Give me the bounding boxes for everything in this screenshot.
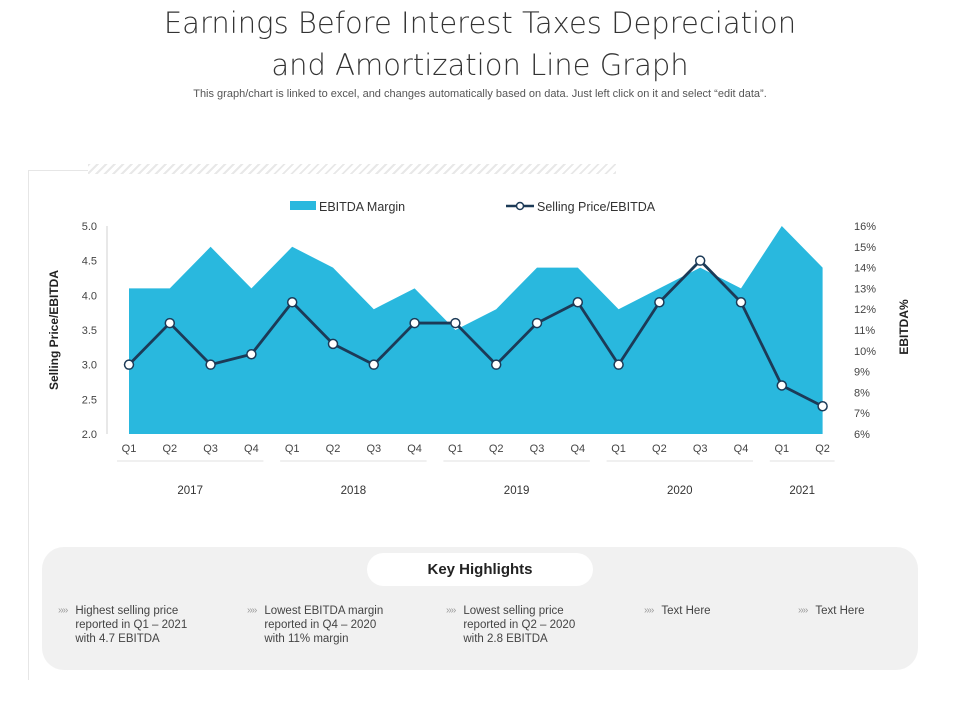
highlight-item-2: ›››› Lowest EBITDA margin reported in Q4… [247, 604, 394, 646]
selling-price-point [490, 359, 502, 370]
x-tick-quarter: Q1 [611, 443, 626, 455]
x-tick-quarter: Q1 [122, 443, 137, 455]
selling-price-point [735, 297, 747, 308]
selling-price-point [368, 359, 380, 370]
labels-layer: 2.0 2.5 3.0 3.5 4.0 4.5 5.0 6% 7% 8% 9% 10% 11% 12% 13… [47, 221, 911, 497]
x-tick-quarter: Q3 [203, 443, 218, 455]
selling-price-point [613, 359, 624, 370]
y-axis-right-title: EBITDA% [897, 299, 911, 355]
y-tick-right: 11% [854, 325, 875, 337]
highlight-text: Lowest selling price reported in Q2 – 20… [463, 605, 576, 645]
highlight-text: Text Here [661, 605, 711, 617]
x-tick-quarter: Q3 [530, 443, 545, 455]
x-tick-quarter: Q2 [162, 443, 177, 455]
selling-price-point [164, 317, 176, 329]
highlight-item-1: ›››› Highest selling price reported in Q… [58, 604, 205, 646]
title-line-2: and Amortization Line Graph [271, 48, 689, 82]
x-tick-quarter: Q3 [366, 443, 381, 455]
ebitda-chart: EBITDA Margin Selling Price/EBITDA 2.02.… [47, 200, 911, 497]
decorative-hatch-band [88, 164, 616, 174]
x-tick-quarter: Q2 [489, 443, 504, 455]
x-tick-quarter: Q2 [652, 443, 667, 455]
selling-price-point [654, 297, 665, 308]
x-tick-year: 2017 [177, 485, 203, 497]
legend-label-line: Selling Price/EBITDA [537, 200, 656, 214]
y-tick-left: 2.5 [82, 394, 97, 406]
x-tick-quarter: Q1 [774, 443, 789, 455]
y-tick-right: 9% [854, 367, 870, 379]
y-tick-right: 15% [854, 242, 876, 254]
chart-legend: EBITDA Margin Selling Price/EBITDA [290, 200, 656, 214]
page-title: Earnings Before Interest Taxes Depreciat… [0, 2, 960, 86]
selling-price-point [409, 317, 420, 329]
y-tick-left: 4.0 [82, 290, 97, 302]
y-tick-right: 14% [854, 263, 876, 275]
selling-price-point [286, 297, 298, 308]
selling-price-point [205, 359, 216, 370]
highlight-text: Lowest EBITDA margin reported in Q4 – 20… [264, 605, 384, 645]
y-tick-left: 4.5 [82, 256, 97, 268]
selling-price-line [128, 259, 824, 408]
selling-price-point [246, 349, 257, 360]
line-layer [123, 255, 828, 412]
selling-price-point [572, 297, 584, 308]
x-tick-quarter: Q2 [326, 443, 341, 455]
chevrons-icon: ›››› [798, 605, 808, 616]
y-tick-right: 12% [854, 304, 876, 316]
selling-price-point [817, 401, 828, 412]
y-tick-left: 3.5 [82, 325, 97, 337]
y-axis-left-title: Selling Price/EBITDA [47, 270, 61, 390]
key-highlights-heading: Key Highlights [367, 553, 593, 586]
y-tick-left: 2.0 [82, 429, 97, 441]
legend-swatch-area [290, 201, 316, 210]
title-line-1: Earnings Before Interest Taxes Depreciat… [163, 6, 797, 40]
y-tick-left: 5.0 [82, 221, 97, 233]
x-tick-year: 2019 [504, 485, 530, 497]
page-subtitle: This graph/chart is linked to excel, and… [193, 88, 767, 100]
x-tick-quarter: Q4 [244, 443, 259, 455]
selling-price-point [450, 317, 461, 329]
selling-price-point [327, 338, 339, 350]
y-tick-right: 16% [854, 221, 876, 233]
chevrons-icon: ›››› [247, 605, 257, 616]
axes-layer [106, 226, 835, 462]
x-tick-quarter: Q3 [693, 443, 708, 455]
y-tick-right: 8% [854, 387, 870, 399]
chevrons-icon: ›››› [446, 605, 456, 616]
frame-top-rule [28, 170, 88, 171]
highlight-item-3: ›››› Lowest selling price reported in Q2… [446, 604, 593, 646]
x-tick-year: 2018 [341, 485, 367, 497]
chevrons-icon: ›››› [58, 605, 68, 616]
highlight-item-4: ›››› Text Here [644, 604, 791, 618]
highlight-item-5: ›››› Text Here [798, 604, 945, 618]
y-tick-left: 3.0 [82, 360, 97, 372]
y-tick-right: 6% [854, 429, 870, 441]
x-tick-quarter: Q4 [734, 443, 749, 455]
frame-left-rule [28, 170, 29, 680]
legend-swatch-marker [515, 201, 525, 211]
highlight-text: Highest selling price reported in Q1 – 2… [75, 605, 188, 645]
y-tick-right: 10% [854, 346, 876, 358]
selling-price-point [531, 317, 543, 329]
x-tick-year: 2021 [789, 485, 815, 497]
selling-price-point [776, 380, 788, 391]
x-tick-quarter: Q1 [448, 443, 463, 455]
y-tick-right: 7% [854, 408, 870, 420]
highlight-text: Text Here [815, 605, 865, 617]
selling-price-point [123, 359, 135, 370]
selling-price-point [694, 255, 706, 266]
chevrons-icon: ›››› [644, 605, 654, 616]
x-tick-quarter: Q2 [815, 443, 830, 455]
ebitda-margin-area [129, 226, 823, 434]
x-tick-year: 2020 [667, 485, 693, 497]
y-tick-right: 13% [854, 283, 876, 295]
area-layer [129, 226, 823, 434]
x-tick-quarter: Q4 [570, 443, 585, 455]
x-tick-quarter: Q4 [407, 443, 422, 455]
legend-label-area: EBITDA Margin [319, 200, 405, 214]
x-tick-quarter: Q1 [285, 443, 300, 455]
